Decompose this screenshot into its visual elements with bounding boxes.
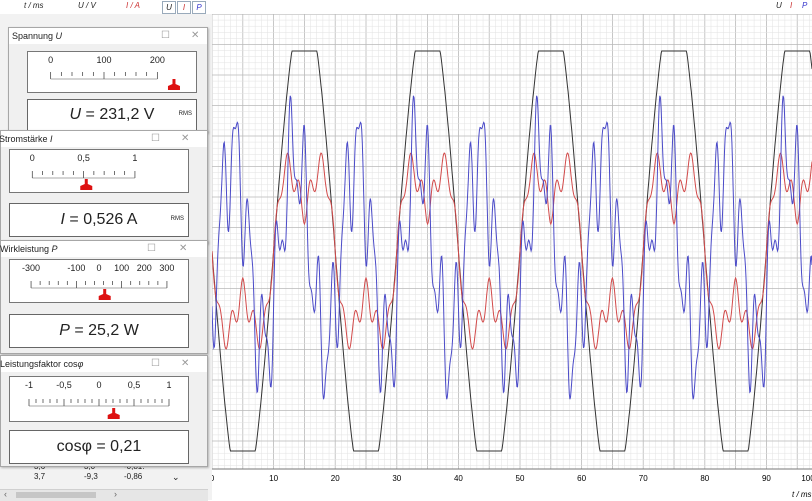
window-title: Stromstärke I bbox=[0, 134, 53, 144]
column-header-voltage: U / V bbox=[78, 1, 96, 10]
oscilloscope-graph[interactable]: 0 10 20 30 40 50 60 70 80 90 100 t / ms bbox=[212, 14, 812, 500]
x-tick-label: 30 bbox=[392, 474, 401, 483]
legend-voltage: U bbox=[776, 1, 782, 10]
close-icon[interactable]: ✕ bbox=[191, 30, 200, 41]
scale-tick-label: -100 bbox=[67, 263, 86, 273]
x-tick-label: 80 bbox=[700, 474, 709, 483]
maximize-icon[interactable]: ☐ bbox=[151, 133, 160, 144]
maximize-icon[interactable]: ☐ bbox=[147, 243, 156, 254]
scale-tick-label: 0,5 bbox=[77, 153, 90, 163]
maximize-icon[interactable]: ☐ bbox=[161, 30, 170, 41]
current-trace bbox=[212, 152, 812, 350]
voltage-meter-window[interactable]: Spannung U ☐ ✕ 0 100 200 U = 231,2 V RMS bbox=[8, 27, 208, 133]
table-row[interactable]: 3,7 -9,3 -0,86 ⌄ bbox=[0, 472, 208, 482]
x-axis: 0 10 20 30 40 50 60 70 80 90 100 bbox=[212, 468, 812, 483]
meter-needle bbox=[98, 289, 111, 300]
power-readout: P = 25,2 W bbox=[9, 314, 189, 348]
x-axis-unit: t / ms bbox=[792, 490, 812, 499]
x-tick-label: 100 bbox=[801, 474, 812, 483]
close-icon[interactable]: ✕ bbox=[179, 243, 188, 254]
scale-tick-label: 0 bbox=[96, 380, 102, 390]
show-current-button[interactable]: I bbox=[177, 1, 191, 14]
toolbar: t / ms U / V I / A U I P U I P bbox=[0, 0, 812, 15]
window-title: Leistungsfaktor cosφ bbox=[0, 359, 84, 369]
analog-meter-scale: 0 0,5 1 bbox=[9, 149, 189, 193]
analog-meter-scale: -1 -0,5 0 0,5 1 bbox=[9, 376, 189, 422]
show-power-button[interactable]: P bbox=[192, 1, 206, 14]
rms-label: RMS bbox=[178, 111, 192, 117]
close-icon[interactable]: ✕ bbox=[181, 133, 190, 144]
x-tick-label: 90 bbox=[762, 474, 771, 483]
scale-tick-label: 200 bbox=[136, 263, 152, 273]
scale-tick-label: -300 bbox=[22, 263, 41, 273]
power-trace bbox=[212, 95, 812, 400]
power-factor-meter-window[interactable]: Leistungsfaktor cosφ ☐ ✕ -1 -0,5 0 0,5 1 cos… bbox=[0, 355, 208, 467]
scale-ticks bbox=[31, 171, 136, 190]
analog-meter-scale: -300 -100 0 100 200 300 bbox=[9, 259, 189, 303]
scale-tick-label: 0 bbox=[48, 55, 54, 65]
active-power-meter-window[interactable]: Wirkleistung P ☐ ✕ -300 -100 0 100 200 300 P … bbox=[0, 240, 208, 354]
scale-tick-label: 100 bbox=[96, 55, 112, 65]
scale-tick-label: 1 bbox=[166, 380, 172, 390]
window-titlebar[interactable]: Leistungsfaktor cosφ ☐ ✕ bbox=[0, 356, 207, 372]
scale-tick-label: -0,5 bbox=[56, 380, 72, 390]
cell-current: -0,86 bbox=[124, 472, 143, 481]
window-titlebar[interactable]: Spannung U ☐ ✕ bbox=[9, 28, 207, 44]
scale-ticks bbox=[30, 281, 168, 300]
power-factor-readout: cosφ = 0,21 bbox=[9, 430, 189, 464]
horizontal-scrollbar[interactable]: ‹ › bbox=[0, 489, 208, 501]
meter-needle bbox=[107, 408, 120, 419]
scale-tick-label: 100 bbox=[114, 263, 130, 273]
voltage-trace bbox=[212, 50, 812, 452]
meter-needle bbox=[167, 79, 180, 90]
x-tick-label: 0 bbox=[212, 474, 215, 483]
x-tick-label: 40 bbox=[454, 474, 463, 483]
scroll-left-icon[interactable]: ‹ bbox=[4, 489, 7, 499]
cell-time: 3,7 bbox=[34, 472, 46, 481]
scale-ticks bbox=[28, 399, 170, 419]
x-tick-label: 20 bbox=[331, 474, 340, 483]
scroll-right-icon[interactable]: › bbox=[114, 489, 117, 499]
scale-tick-label: 300 bbox=[159, 263, 175, 273]
window-titlebar[interactable]: Stromstärke I ☐ ✕ bbox=[0, 131, 207, 147]
scale-ticks bbox=[50, 72, 180, 90]
grid bbox=[212, 14, 812, 469]
window-title: Spannung U bbox=[12, 31, 63, 41]
meter-needle bbox=[80, 179, 93, 190]
scale-tick-label: 0 bbox=[29, 153, 35, 163]
scale-tick-label: -1 bbox=[24, 380, 34, 390]
legend-current: I bbox=[790, 1, 793, 10]
rms-label: RMS bbox=[170, 216, 184, 222]
scroll-down-icon[interactable]: ⌄ bbox=[172, 472, 180, 482]
legend-power: P bbox=[802, 1, 808, 10]
scrollbar-thumb[interactable] bbox=[16, 492, 96, 498]
x-tick-label: 50 bbox=[516, 474, 525, 483]
analog-meter-scale: 0 100 200 bbox=[27, 51, 197, 93]
current-readout: I = 0,526 A RMS bbox=[9, 203, 189, 237]
voltage-readout: U = 231,2 V RMS bbox=[27, 99, 197, 131]
window-titlebar[interactable]: Wirkleistung P ☐ ✕ bbox=[0, 241, 207, 257]
column-header-current: I / A bbox=[126, 1, 140, 10]
current-meter-window[interactable]: Stromstärke I ☐ ✕ 0 0,5 1 I = 0,526 A RMS bbox=[0, 130, 208, 244]
x-tick-label: 10 bbox=[269, 474, 278, 483]
cell-voltage: -9,3 bbox=[84, 472, 98, 481]
show-voltage-button[interactable]: U bbox=[162, 1, 176, 14]
column-header-time: t / ms bbox=[24, 1, 44, 10]
scale-tick-label: 200 bbox=[149, 55, 165, 65]
scale-tick-label: 0,5 bbox=[127, 380, 141, 390]
close-icon[interactable]: ✕ bbox=[181, 358, 190, 369]
scale-tick-label: 1 bbox=[132, 153, 138, 163]
x-tick-label: 70 bbox=[639, 474, 648, 483]
x-tick-label: 60 bbox=[577, 474, 586, 483]
maximize-icon[interactable]: ☐ bbox=[151, 358, 160, 369]
scale-tick-label: 0 bbox=[96, 263, 102, 273]
window-title: Wirkleistung P bbox=[0, 244, 58, 254]
